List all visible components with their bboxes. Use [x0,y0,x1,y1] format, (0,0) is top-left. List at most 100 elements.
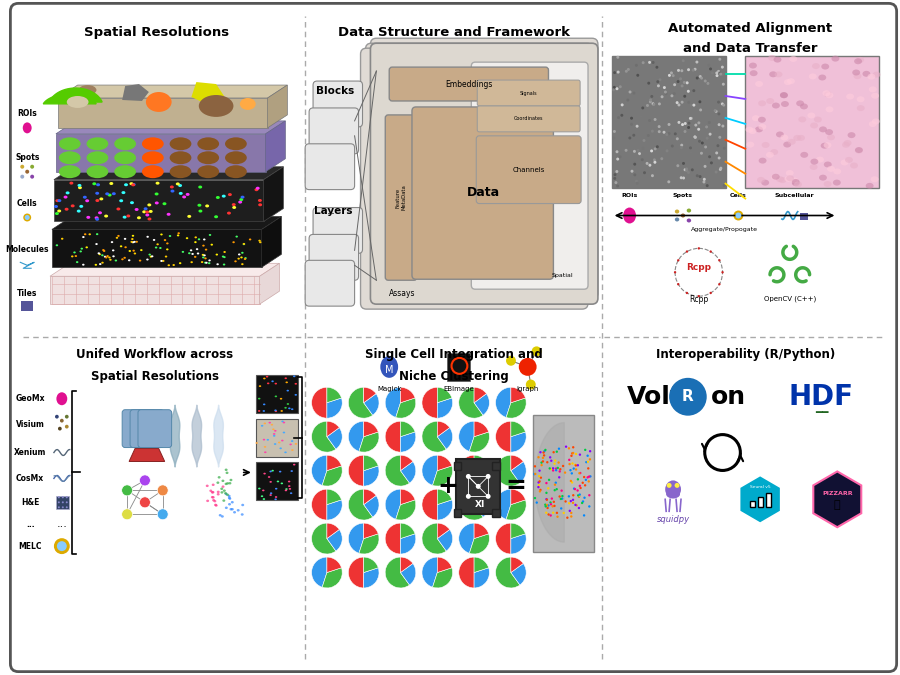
Ellipse shape [790,178,798,184]
Ellipse shape [822,63,829,70]
Ellipse shape [176,182,180,186]
FancyBboxPatch shape [477,106,580,132]
Circle shape [588,480,590,483]
Circle shape [718,259,721,261]
Circle shape [698,75,702,78]
Text: Cells: Cells [17,199,38,208]
Circle shape [685,169,688,172]
Circle shape [698,122,700,124]
FancyBboxPatch shape [361,48,588,309]
Circle shape [680,84,684,88]
Ellipse shape [267,383,269,384]
Circle shape [680,70,683,72]
Circle shape [692,69,695,72]
Wedge shape [511,455,523,470]
Circle shape [677,283,680,286]
Ellipse shape [281,439,284,441]
Ellipse shape [226,493,229,496]
Circle shape [526,379,536,389]
Ellipse shape [146,259,148,261]
Circle shape [572,502,574,504]
Ellipse shape [119,199,123,202]
Wedge shape [364,394,379,415]
Wedge shape [359,432,379,452]
Circle shape [690,104,693,107]
Ellipse shape [222,500,225,502]
Ellipse shape [776,132,784,138]
Ellipse shape [178,184,182,187]
Circle shape [662,131,665,134]
Ellipse shape [142,211,146,213]
Ellipse shape [264,446,266,448]
Circle shape [635,125,639,128]
Ellipse shape [759,124,766,130]
Ellipse shape [784,79,792,85]
Wedge shape [474,489,487,505]
Ellipse shape [58,199,61,202]
Circle shape [574,488,576,490]
Circle shape [555,512,558,514]
Circle shape [613,130,616,133]
Wedge shape [422,557,437,587]
Ellipse shape [236,236,238,238]
Wedge shape [385,421,400,452]
Circle shape [718,136,721,139]
Circle shape [659,78,662,81]
Text: PIZZARR: PIZZARR [822,491,852,496]
Ellipse shape [289,488,292,490]
Text: Interoperability (R/Python): Interoperability (R/Python) [656,348,835,361]
Ellipse shape [832,180,841,186]
Ellipse shape [239,198,243,201]
Circle shape [711,72,714,74]
Ellipse shape [853,73,861,79]
Circle shape [693,136,697,138]
Ellipse shape [205,262,208,264]
Ellipse shape [170,190,175,192]
Circle shape [616,170,618,173]
Circle shape [58,502,59,504]
Ellipse shape [757,177,765,183]
Circle shape [558,476,561,479]
Ellipse shape [234,261,237,263]
Ellipse shape [112,255,115,257]
Wedge shape [474,568,490,588]
FancyBboxPatch shape [305,144,355,190]
Circle shape [544,505,547,508]
Circle shape [643,171,646,174]
Ellipse shape [258,240,261,242]
Circle shape [651,130,653,133]
Circle shape [571,481,573,483]
Ellipse shape [201,261,203,263]
Ellipse shape [101,254,104,256]
Ellipse shape [218,476,220,479]
Wedge shape [348,455,364,486]
Circle shape [612,136,616,140]
Ellipse shape [94,216,99,219]
Ellipse shape [287,403,289,405]
Ellipse shape [204,257,207,259]
Circle shape [694,68,697,71]
Circle shape [538,484,540,487]
Circle shape [706,184,708,187]
Ellipse shape [768,55,776,61]
Ellipse shape [798,116,806,122]
Wedge shape [322,466,342,486]
Circle shape [692,89,696,92]
Circle shape [668,132,670,135]
Wedge shape [511,523,526,539]
Ellipse shape [151,255,153,257]
Ellipse shape [274,496,277,498]
Text: Rcpp: Rcpp [687,263,711,272]
Ellipse shape [225,165,247,178]
Ellipse shape [58,151,81,164]
Circle shape [553,501,555,503]
Circle shape [687,90,689,92]
Ellipse shape [734,211,743,221]
FancyBboxPatch shape [612,56,725,188]
Circle shape [553,451,554,454]
Circle shape [633,150,636,153]
Ellipse shape [185,193,190,196]
Text: CosMx: CosMx [16,474,44,483]
Ellipse shape [787,176,794,181]
Polygon shape [535,423,564,542]
